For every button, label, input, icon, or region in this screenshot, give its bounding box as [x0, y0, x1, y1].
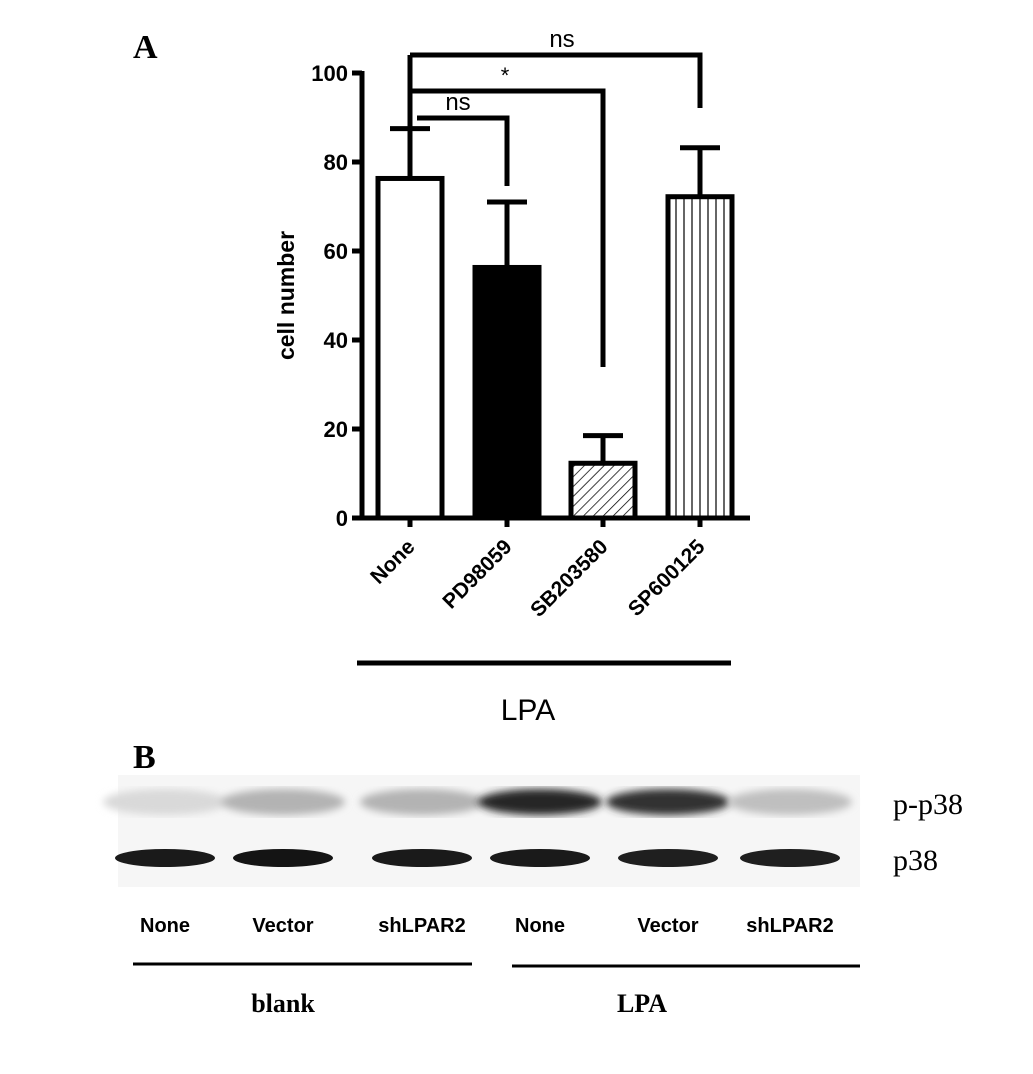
band-p-p38 [606, 789, 730, 815]
band-p38 [233, 849, 333, 867]
panel-label-b: B [133, 739, 156, 776]
band-p38 [618, 849, 718, 867]
lane-label: shLPAR2 [378, 915, 465, 937]
bar-chart: None PD98059 SB203580 SP600125 0 20 40 60 80 100 c… [273, 26, 750, 727]
western-blot: p-p38 p38 None Vector shLPAR2 None Vector shLPA… [103, 775, 963, 1018]
significance-label: * [501, 63, 510, 88]
band-p38 [490, 849, 590, 867]
y-tick-label: 60 [324, 239, 348, 264]
panel-label-a: A [133, 29, 158, 66]
row-label: p-p38 [893, 788, 963, 821]
significance-bracket [417, 115, 510, 186]
band-p-p38 [221, 789, 345, 815]
x-tick-label: SP600125 [624, 535, 710, 621]
significance-bracket [410, 88, 606, 367]
bar-PD98059 [472, 264, 542, 521]
lane-label: Vector [637, 915, 698, 937]
significance-label: ns [549, 26, 574, 53]
x-tick-label: SB203580 [526, 535, 612, 621]
y-axis-label: cell number [273, 231, 299, 360]
bar-SP600125 [665, 194, 735, 521]
band-p-p38 [103, 789, 227, 815]
band-p-p38 [478, 789, 602, 815]
group-label: LPA [617, 989, 667, 1018]
y-tick-label: 0 [336, 506, 348, 531]
significance-bracket [410, 52, 703, 108]
band-p-p38 [360, 789, 484, 815]
band-p-p38 [728, 789, 852, 815]
group-label: blank [251, 989, 315, 1018]
bar-SB203580 [568, 460, 638, 521]
lane-label: None [515, 915, 565, 937]
lane-label: None [140, 915, 190, 937]
y-tick-label: 20 [324, 417, 348, 442]
y-tick-label: 100 [311, 61, 348, 86]
blot-membrane [118, 775, 860, 887]
band-p38 [372, 849, 472, 867]
group-label: LPA [501, 694, 555, 727]
row-label: p38 [893, 844, 938, 877]
lane-label: Vector [252, 915, 313, 937]
bar-None [375, 175, 445, 521]
x-tick-label: PD98059 [438, 535, 516, 613]
x-tick-label: None [366, 535, 419, 588]
band-p38 [740, 849, 840, 867]
lane-label: shLPAR2 [746, 915, 833, 937]
band-p38 [115, 849, 215, 867]
y-tick-label: 40 [324, 328, 348, 353]
y-tick-label: 80 [324, 150, 348, 175]
